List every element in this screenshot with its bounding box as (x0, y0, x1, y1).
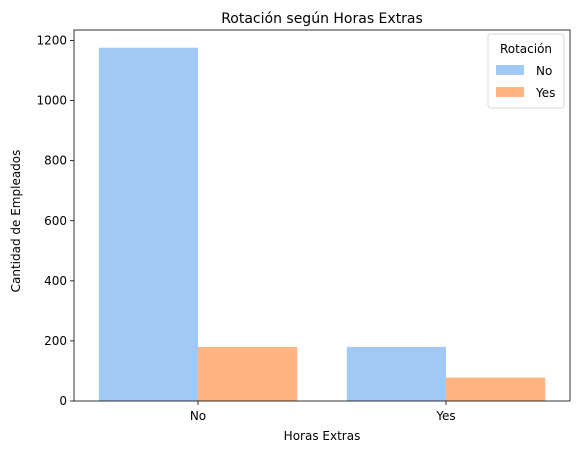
bar-yes-no (346, 346, 446, 401)
y-axis: 0 200 400 600 800 1000 1200 (36, 34, 74, 408)
bar-no-yes (198, 346, 298, 401)
y-tick-label: 800 (44, 154, 67, 168)
y-tick-label: 600 (44, 214, 67, 228)
chart-title: Rotación según Horas Extras (221, 11, 423, 27)
legend-label-yes: Yes (535, 86, 555, 100)
bars-group (98, 47, 546, 402)
y-axis-label: Cantidad de Empleados (9, 150, 23, 293)
legend-swatch-yes (496, 87, 524, 97)
bar-no-no (98, 47, 198, 402)
x-axis: No Yes (190, 401, 456, 423)
legend-label-no: No (536, 64, 552, 78)
legend-swatch-no (496, 65, 524, 75)
y-tick-label: 1200 (36, 34, 67, 48)
y-tick-label: 400 (44, 274, 67, 288)
x-tick-label: No (190, 409, 206, 423)
x-axis-label: Horas Extras (284, 429, 361, 443)
y-tick-label: 0 (59, 394, 67, 408)
bar-yes-yes (446, 377, 546, 401)
plot-frame (73, 29, 571, 402)
y-tick-label: 200 (44, 334, 67, 348)
legend-items: No Yes (496, 64, 555, 100)
y-tick-label: 1000 (36, 94, 67, 108)
legend-title: Rotación (500, 42, 552, 56)
legend: Rotación No Yes (487, 33, 565, 109)
x-tick-label: Yes (435, 409, 455, 423)
